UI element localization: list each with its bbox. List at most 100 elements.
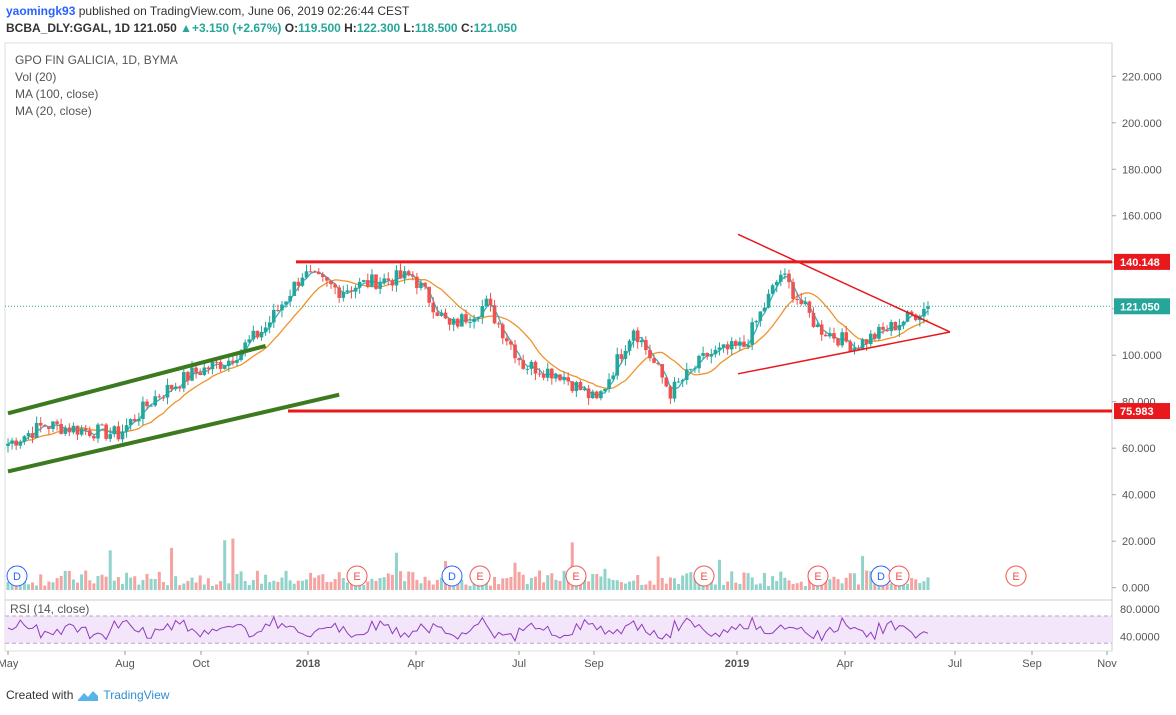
- legend-title[interactable]: GPO FIN GALICIA, 1D, BYMA: [15, 53, 178, 67]
- candle-body: [14, 440, 18, 446]
- legend-ma100[interactable]: MA (100, close): [15, 87, 99, 101]
- volume-bar: [288, 580, 292, 590]
- candle-body: [366, 280, 370, 287]
- candle-body: [337, 287, 341, 298]
- volume-bar: [767, 585, 771, 590]
- volume-bar: [174, 576, 178, 590]
- candle-body: [120, 431, 125, 440]
- candle-body: [832, 333, 836, 339]
- volume-bar: [546, 575, 550, 590]
- candle-body: [639, 340, 644, 343]
- volume-bar: [762, 572, 766, 590]
- candle-body: [864, 339, 869, 345]
- volume-bar: [264, 574, 268, 590]
- volume-bar: [67, 570, 71, 590]
- candle-body: [222, 365, 227, 369]
- price-chart[interactable]: 220.000200.000180.000160.000140.000120.0…: [0, 0, 1176, 680]
- candle-body: [734, 341, 738, 346]
- volume-bar: [439, 577, 443, 590]
- candle-body: [529, 361, 534, 369]
- candle-body: [623, 350, 628, 359]
- event-marker-earnings: [1005, 565, 1027, 587]
- candle-body: [803, 301, 808, 305]
- candle-body: [18, 441, 23, 446]
- volume-bar: [672, 578, 676, 590]
- candle-body: [382, 278, 386, 283]
- candle-body: [357, 281, 362, 288]
- volume-bar: [775, 581, 779, 590]
- candle-body: [836, 338, 840, 346]
- author-link[interactable]: yaomingk93: [6, 4, 76, 18]
- candle-body: [71, 425, 76, 433]
- volume-bar: [783, 577, 787, 590]
- candle-body: [186, 372, 190, 381]
- volume-bar: [803, 585, 807, 590]
- candle-body: [137, 418, 141, 422]
- volume-bar: [407, 571, 411, 590]
- volume-bar: [910, 577, 914, 590]
- tradingview-logo-icon: [78, 691, 99, 701]
- candle-body: [190, 367, 194, 381]
- candle-body: [856, 347, 861, 349]
- volume-bar: [505, 578, 509, 590]
- event-marker-earnings: [346, 565, 368, 587]
- volume-bar: [538, 570, 542, 590]
- candle-body: [419, 282, 423, 288]
- volume-bar: [488, 585, 492, 590]
- volume-bar: [632, 580, 636, 590]
- candle-body: [116, 426, 121, 440]
- indicator-legend: GPO FIN GALICIA, 1D, BYMA Vol (20) MA (1…: [15, 52, 178, 120]
- low-value: 118.500: [414, 21, 458, 35]
- y-tick-label: 160.000: [1122, 211, 1162, 223]
- x-tick-label: Jul: [512, 658, 526, 670]
- volume-bar: [566, 580, 570, 590]
- event-marker-earnings: [693, 565, 715, 587]
- volume-bar: [542, 582, 546, 590]
- volume-bar: [681, 575, 685, 590]
- event-marker-label: E: [353, 571, 360, 583]
- volume-bar: [717, 559, 721, 590]
- volume-bar: [43, 585, 47, 590]
- volume-bar: [296, 580, 300, 590]
- publish-info: yaomingk93 published on TradingView.com,…: [6, 4, 409, 18]
- last-price-level-badge-label: 121.050: [1120, 301, 1160, 313]
- volume-bar: [100, 574, 104, 590]
- volume-bar: [382, 577, 386, 590]
- candle-body: [214, 361, 219, 363]
- candle-body: [239, 350, 243, 360]
- candle-body: [779, 274, 783, 282]
- volume-bar: [268, 582, 272, 590]
- legend-volume[interactable]: Vol (20): [15, 70, 57, 84]
- legend-ma20[interactable]: MA (20, close): [15, 104, 92, 118]
- channel-upper-line: [7, 343, 267, 416]
- volume-bar: [644, 584, 648, 590]
- volume-bar: [292, 583, 296, 590]
- candle-body: [26, 433, 31, 437]
- candle-body: [697, 355, 701, 369]
- volume-bar: [145, 573, 149, 590]
- candle-body: [476, 317, 481, 319]
- tradingview-brand[interactable]: TradingView: [103, 688, 170, 702]
- volume-bar: [403, 581, 407, 590]
- candle-body: [370, 274, 374, 287]
- candle-body: [664, 377, 669, 387]
- volume-bar: [922, 581, 926, 590]
- volume-bar: [771, 576, 775, 590]
- volume-bar: [390, 574, 394, 590]
- candle-body: [312, 271, 317, 273]
- chart-frame: [4, 42, 1113, 652]
- volume-bar: [832, 576, 836, 590]
- symbol-ohlc-bar: BCBA_DLY:GGAL, 1D 121.050 ▲+3.150 (+2.67…: [6, 21, 517, 35]
- x-tick-label: 2019: [725, 658, 749, 670]
- candle-body: [558, 374, 562, 381]
- x-tick-label: Oct: [192, 658, 209, 670]
- candle-body: [783, 273, 787, 275]
- volume-bar: [501, 578, 505, 590]
- volume-bar: [239, 571, 243, 590]
- volume-bar: [865, 570, 869, 590]
- volume-bar: [104, 576, 108, 590]
- volume-bar: [276, 581, 280, 590]
- volume-bar: [787, 580, 791, 590]
- volume-bar: [623, 583, 627, 590]
- x-tick-label: Apr: [836, 658, 853, 670]
